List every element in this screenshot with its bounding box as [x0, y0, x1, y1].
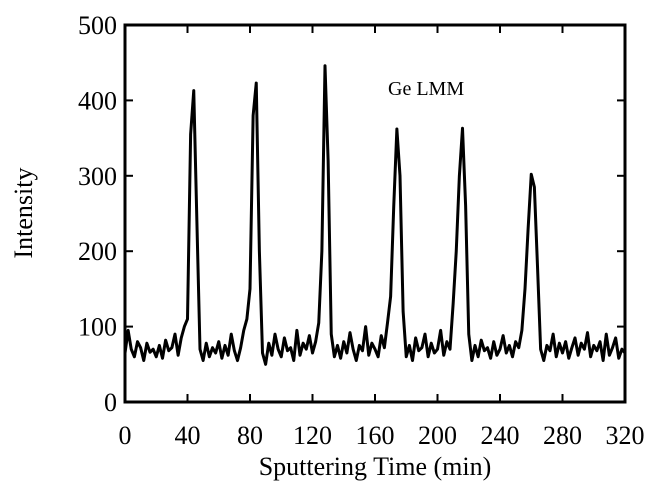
- y-axis-label: Intensity: [9, 168, 38, 259]
- y-tick-label: 400: [78, 86, 117, 115]
- x-tick-label: 80: [237, 421, 263, 450]
- x-axis-label: Sputtering Time (min): [259, 452, 492, 481]
- x-tick-label: 40: [175, 421, 201, 450]
- y-tick-label: 200: [78, 237, 117, 266]
- y-tick-label: 500: [78, 11, 117, 40]
- x-tick-label: 160: [356, 421, 395, 450]
- x-tick-label: 200: [418, 421, 457, 450]
- y-tick-label: 100: [78, 313, 117, 342]
- x-tick-label: 0: [119, 421, 132, 450]
- x-tick-label: 320: [606, 421, 645, 450]
- x-tick-label: 120: [293, 421, 332, 450]
- plot-frame: [123, 23, 627, 404]
- y-tick-label: 0: [104, 388, 117, 417]
- y-tick-label: 300: [78, 162, 117, 191]
- annotation: Ge LMM: [388, 78, 464, 100]
- x-tick-label: 240: [481, 421, 520, 450]
- data-line: [123, 64, 627, 366]
- x-tick-label: 280: [543, 421, 582, 450]
